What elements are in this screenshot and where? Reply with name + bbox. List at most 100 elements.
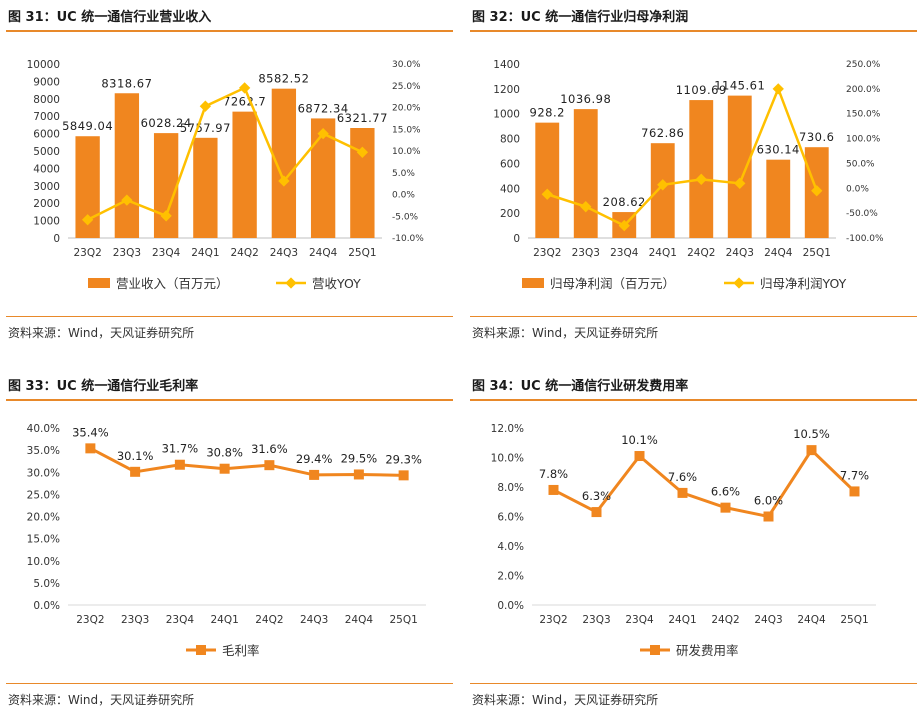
data-point <box>720 502 731 513</box>
revenue-chart: 0 1000 2000 3000 4000 5000 6000 7000 8000 9000 100… <box>27 59 425 291</box>
y2-tick-label: 100.0% <box>846 135 881 145</box>
yoy-marker <box>238 82 251 94</box>
bar-value-label: 1145.61 <box>714 79 765 93</box>
x-tick-label: 23Q3 <box>582 614 610 626</box>
y2-tick-label: 250.0% <box>846 60 881 70</box>
y-tick-label: 7000 <box>33 111 60 123</box>
x-tick-label: 24Q3 <box>300 614 328 626</box>
bar <box>650 143 675 238</box>
legend-label: 归母净利润（百万元） <box>550 276 675 291</box>
panel-title: 图 34：UC 统一通信行业研发费用率 <box>470 373 917 401</box>
y-tick-label: 10.0% <box>27 556 60 568</box>
x-tick-label: 24Q1 <box>668 614 696 626</box>
bar-value-label: 1036.98 <box>560 92 611 106</box>
rd-ratio-chart: 0.0% 2.0% 4.0% 6.0% 8.0% 10.0% 12.0% 7.8% 23Q2 6.… <box>491 423 876 658</box>
bar-value-label: 8582.52 <box>258 72 309 86</box>
panel-revenue: 图 31：UC 统一通信行业营业收入 0 1000 2000 3000 4000 5000… <box>6 4 453 344</box>
x-tick-label: 24Q4 <box>345 614 374 626</box>
legend-swatch-marker <box>733 277 745 289</box>
y-tick-label: 0.0% <box>33 600 60 612</box>
y-tick-label: 5.0% <box>33 578 60 590</box>
y-tick-label: 1200 <box>493 84 520 96</box>
bar-value-label: 5757.97 <box>180 121 231 135</box>
y-tick-label: 9000 <box>33 76 60 88</box>
panel-gross-margin: 图 33：UC 统一通信行业毛利率 0.0% 5.0% 10.0% 15.0% 20.0… <box>6 373 453 713</box>
bar <box>535 122 560 238</box>
legend-swatch-bar <box>88 278 110 288</box>
yoy-line <box>87 86 363 221</box>
legend-swatch-bar <box>522 278 544 288</box>
data-point <box>130 466 141 477</box>
x-tick-label: 25Q1 <box>840 614 868 626</box>
series-line <box>89 447 404 477</box>
legend-label: 营业收入（百万元） <box>116 276 229 291</box>
legend-label: 研发费用率 <box>676 643 739 658</box>
yoy-marker <box>618 219 630 232</box>
yoy-marker <box>772 83 784 95</box>
bar <box>114 93 140 238</box>
x-tick-label: 23Q4 <box>625 614 654 626</box>
gross-margin-chart: 0.0% 5.0% 10.0% 15.0% 20.0% 25.0% 30.0% 35.0% 40… <box>27 423 426 658</box>
y-tick-label: 400 <box>500 183 520 195</box>
panel-rd-ratio: 图 34：UC 统一通信行业研发费用率 0.0% 2.0% 4.0% 6.0% 8.0%… <box>470 373 917 713</box>
yoy-marker <box>199 100 212 112</box>
data-label: 10.1% <box>621 433 658 447</box>
x-tick-label: 25Q1 <box>803 247 831 259</box>
data-point <box>398 470 409 481</box>
y2-tick-label: 50.0% <box>846 159 875 169</box>
y2-tick-label: 0.0% <box>392 191 415 201</box>
panel-title: 图 33：UC 统一通信行业毛利率 <box>6 373 453 401</box>
data-point <box>634 451 645 462</box>
x-tick-label: 23Q2 <box>73 247 101 259</box>
x-tick-label: 24Q4 <box>797 614 826 626</box>
bar-value-label: 730.6 <box>799 130 834 144</box>
data-point <box>591 507 602 518</box>
data-label: 31.7% <box>162 442 199 456</box>
bar-value-label: 6028.24 <box>141 116 192 130</box>
y2-tick-label: 30.0% <box>392 60 421 70</box>
data-point <box>677 487 688 498</box>
y2-tick-label: 10.0% <box>392 147 421 157</box>
bar-value-label: 7262.7 <box>223 95 266 109</box>
y2-tick-label: -100.0% <box>846 234 884 244</box>
bar-value-label: 208.62 <box>603 195 646 209</box>
yoy-marker <box>811 185 823 197</box>
source-note: 资料来源：Wind，天风证券研究所 <box>470 316 917 341</box>
y2-tick-label: 20.0% <box>392 104 421 114</box>
y2-tick-label: 5.0% <box>392 169 415 179</box>
data-label: 35.4% <box>72 425 109 439</box>
y-tick-label: 1400 <box>493 59 520 71</box>
y-tick-label: 200 <box>500 208 520 220</box>
y-tick-label: 30.0% <box>27 467 60 479</box>
bar-value-label: 762.86 <box>641 126 684 140</box>
y2-tick-label: -50.0% <box>846 209 878 219</box>
x-tick-label: 24Q4 <box>309 247 338 259</box>
y-tick-label: 2.0% <box>497 571 524 583</box>
x-tick-label: 24Q3 <box>754 614 782 626</box>
y2-tick-label: -5.0% <box>392 212 419 222</box>
y-tick-label: 1000 <box>33 216 60 228</box>
yoy-marker <box>734 177 746 189</box>
y-tick-label: 35.0% <box>27 445 60 457</box>
legend-swatch-marker <box>285 277 297 289</box>
y-tick-label: 25.0% <box>27 489 60 501</box>
x-tick-label: 23Q2 <box>533 247 561 259</box>
data-point <box>806 445 817 456</box>
data-label: 7.8% <box>539 467 568 481</box>
y-tick-label: 10.0% <box>491 453 524 465</box>
x-tick-label: 24Q2 <box>687 247 715 259</box>
bar <box>232 111 257 238</box>
panel-title: 图 31：UC 统一通信行业营业收入 <box>6 4 453 32</box>
data-label: 29.4% <box>296 452 333 466</box>
y-tick-label: 0 <box>53 233 60 245</box>
source-note: 资料来源：Wind，天风证券研究所 <box>6 316 453 341</box>
x-tick-label: 24Q2 <box>230 247 258 259</box>
y2-tick-label: 200.0% <box>846 85 881 95</box>
x-tick-label: 25Q1 <box>389 614 417 626</box>
y-tick-label: 0.0% <box>497 600 524 612</box>
series-line <box>552 447 856 519</box>
legend-label: 归母净利润YOY <box>760 276 847 291</box>
legend-label: 营收YOY <box>312 276 361 291</box>
data-point <box>264 460 275 471</box>
y-tick-label: 6.0% <box>497 512 524 524</box>
